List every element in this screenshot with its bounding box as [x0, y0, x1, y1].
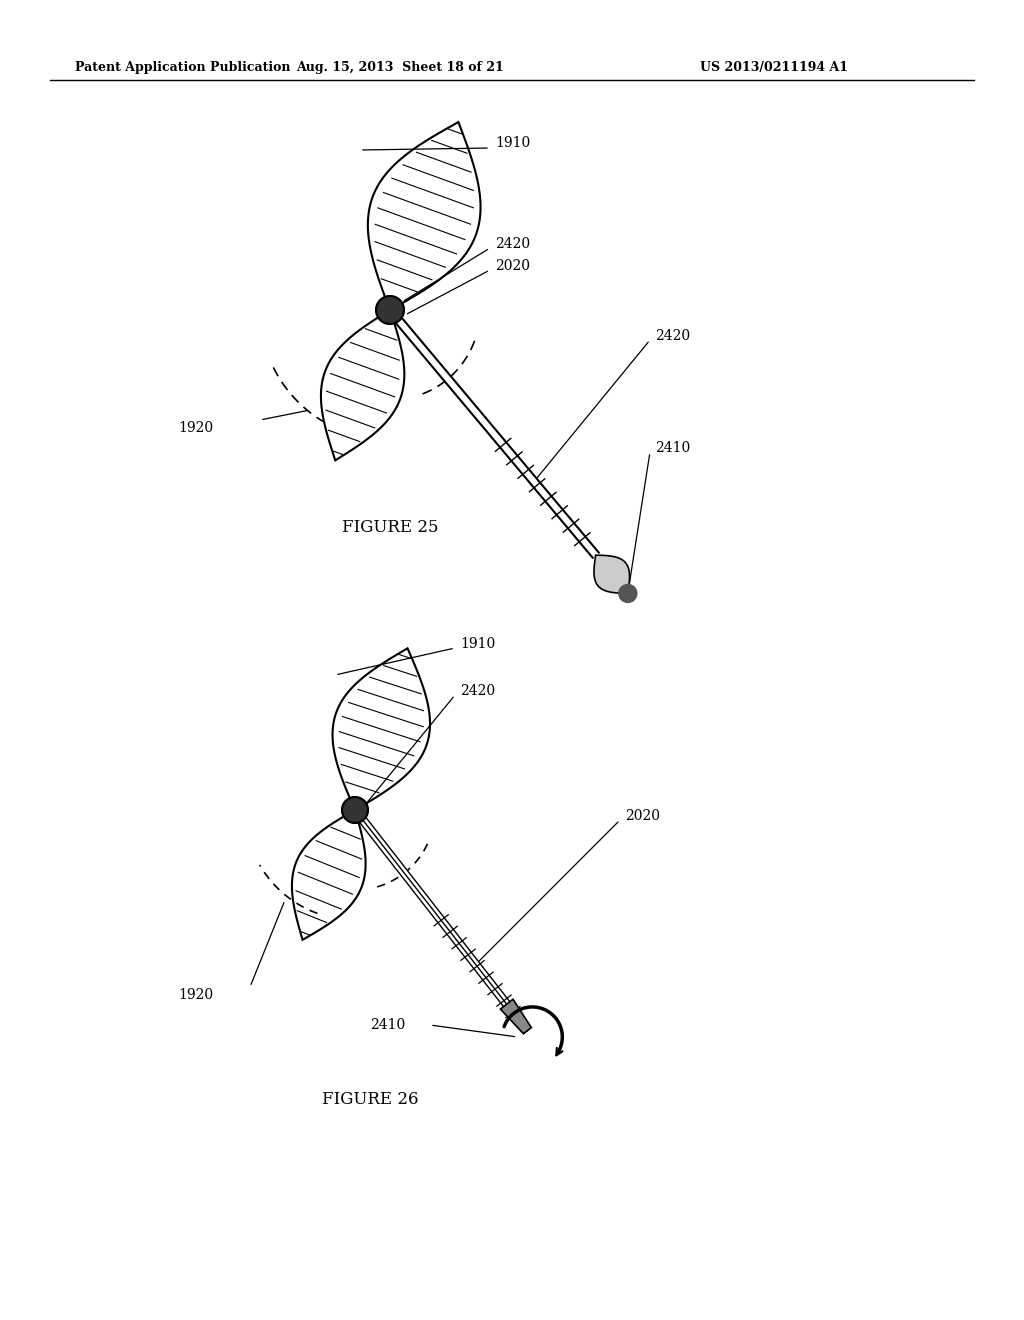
Polygon shape — [594, 556, 630, 594]
Polygon shape — [333, 648, 430, 810]
Text: 1920: 1920 — [178, 987, 213, 1002]
Text: 1920: 1920 — [178, 421, 213, 436]
Circle shape — [376, 296, 404, 323]
Text: 2420: 2420 — [460, 684, 496, 698]
Text: 2420: 2420 — [495, 238, 530, 251]
Text: Patent Application Publication: Patent Application Publication — [75, 62, 291, 74]
Text: 2410: 2410 — [370, 1018, 406, 1032]
Text: FIGURE 25: FIGURE 25 — [342, 520, 438, 536]
Text: 2410: 2410 — [655, 441, 690, 455]
Polygon shape — [352, 808, 530, 1034]
Circle shape — [618, 585, 637, 602]
Text: 2420: 2420 — [655, 329, 690, 343]
Polygon shape — [321, 310, 404, 461]
Text: 2020: 2020 — [495, 259, 530, 273]
Polygon shape — [387, 308, 599, 558]
Polygon shape — [501, 999, 531, 1034]
Polygon shape — [292, 810, 366, 940]
Text: 1910: 1910 — [460, 638, 496, 651]
Text: Aug. 15, 2013  Sheet 18 of 21: Aug. 15, 2013 Sheet 18 of 21 — [296, 62, 504, 74]
Text: FIGURE 26: FIGURE 26 — [322, 1092, 418, 1109]
Text: 1910: 1910 — [495, 136, 530, 150]
Polygon shape — [368, 121, 480, 310]
Circle shape — [342, 797, 368, 822]
Text: 2020: 2020 — [625, 809, 660, 822]
Text: US 2013/0211194 A1: US 2013/0211194 A1 — [700, 62, 848, 74]
